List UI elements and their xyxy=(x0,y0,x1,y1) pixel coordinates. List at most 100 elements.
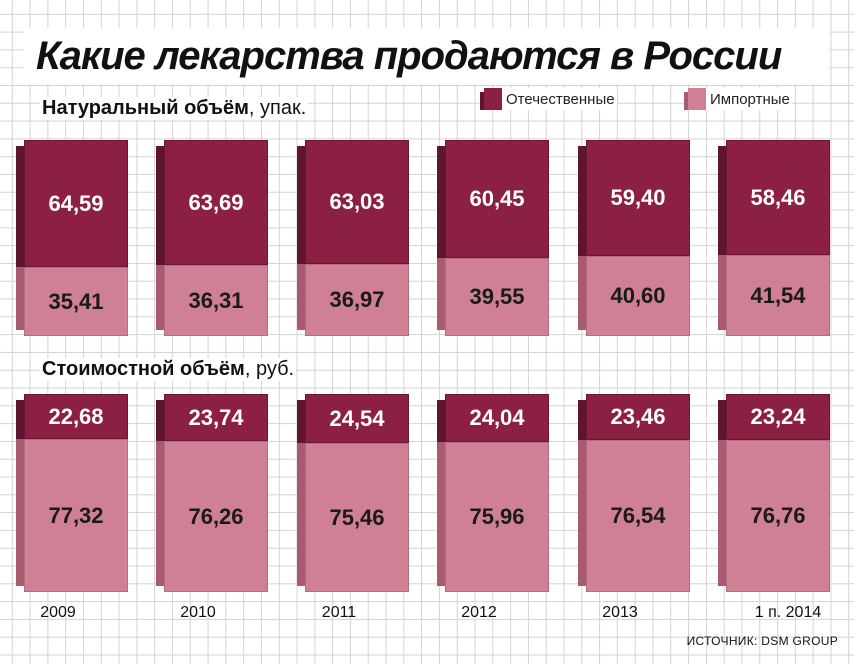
bar-0-4: 59,40 40,60 xyxy=(578,140,690,336)
bar-0-3: 60,45 39,55 xyxy=(437,140,549,336)
bar-side-imported xyxy=(578,256,586,330)
bar-segment-domestic xyxy=(445,394,549,442)
legend-imported-swatch xyxy=(684,88,706,110)
data-label-imported: 36,31 xyxy=(188,287,244,313)
bar-segment-imported xyxy=(726,255,830,336)
bar-side-domestic xyxy=(718,400,726,440)
bar-segment-imported xyxy=(305,264,409,336)
data-label-imported: 36,97 xyxy=(329,287,385,312)
data-label-imported: 76,54 xyxy=(610,503,666,528)
bar-segment-domestic xyxy=(164,140,268,265)
data-label-domestic: 64,59 xyxy=(48,190,104,216)
data-label-imported: 75,46 xyxy=(329,504,385,530)
title-box: Какие лекарства продаются в России xyxy=(24,28,829,84)
bar-segment-domestic xyxy=(726,140,830,255)
bar-side-domestic xyxy=(718,146,726,255)
legend-imported: Импортные xyxy=(684,88,792,110)
section-label-value: Стоимостной объём, руб. xyxy=(40,358,297,381)
bar-segment-imported xyxy=(445,258,549,336)
bar-0-1: 63,69 36,31 xyxy=(156,140,268,336)
bar-segment-domestic xyxy=(586,394,690,440)
bar-side-domestic xyxy=(437,146,445,258)
bar-1-3: 24,04 75,96 xyxy=(437,394,549,592)
bar-segment-imported xyxy=(24,267,128,336)
bar-0-5: 58,46 41,54 xyxy=(718,140,830,336)
bar-segment-domestic xyxy=(726,394,830,440)
data-label-imported: 35,41 xyxy=(48,288,104,314)
bar-segment-imported xyxy=(586,256,690,336)
data-label-domestic: 63,03 xyxy=(329,189,385,214)
bar-1-0: 22,68 77,32 xyxy=(16,394,128,592)
data-label-domestic: 60,45 xyxy=(469,186,525,211)
bar-segment-imported xyxy=(305,443,409,592)
bar-side-domestic xyxy=(578,146,586,256)
bar-0-2: 63,03 36,97 xyxy=(297,140,409,336)
bar-side-imported xyxy=(297,264,305,330)
bar-side-imported xyxy=(156,265,164,330)
bar-segment-imported xyxy=(586,440,690,592)
x-tick-label: 2010 xyxy=(180,604,216,621)
bar-side-imported xyxy=(578,440,586,586)
bar-side-domestic xyxy=(16,146,24,267)
bar-segment-domestic xyxy=(305,140,409,264)
section-label-value-unit: , руб. xyxy=(244,358,295,380)
section-label-volume-unit: , упак. xyxy=(248,97,307,119)
bar-side-domestic xyxy=(437,400,445,442)
bar-segment-imported xyxy=(24,439,128,592)
data-label-domestic: 63,69 xyxy=(188,189,244,215)
section-label-value-bold: Стоимостной объём xyxy=(42,358,245,380)
bar-side-domestic xyxy=(156,146,164,265)
data-label-domestic: 23,74 xyxy=(188,404,244,430)
x-tick-label: 1 п. 2014 xyxy=(754,604,822,621)
bar-side-domestic xyxy=(297,400,305,443)
data-label-imported: 39,55 xyxy=(469,284,525,309)
data-label-domestic: 59,40 xyxy=(610,185,666,210)
data-label-imported: 77,32 xyxy=(48,502,104,528)
x-tick-label: 2013 xyxy=(602,604,638,621)
bar-segment-imported xyxy=(164,441,268,592)
bar-segment-imported xyxy=(726,440,830,592)
bar-side-imported xyxy=(297,443,305,586)
bar-side-domestic xyxy=(297,146,305,264)
data-label-imported: 40,60 xyxy=(610,283,666,308)
legend-domestic-label: Отечественные xyxy=(506,90,615,108)
data-label-imported: 76,76 xyxy=(750,503,806,528)
legend-domestic-swatch xyxy=(480,88,502,110)
x-tick-label: 2012 xyxy=(461,604,497,621)
data-label-domestic: 22,68 xyxy=(48,403,104,429)
bar-segment-domestic xyxy=(586,140,690,256)
bar-side-domestic xyxy=(578,400,586,440)
bar-side-imported xyxy=(437,442,445,586)
source-note: ИСТОЧНИК: DSM GROUP xyxy=(686,634,838,648)
section-label-volume: Натуральный объём, упак. xyxy=(40,97,309,120)
bar-1-4: 23,46 76,54 xyxy=(578,394,690,592)
bar-side-imported xyxy=(718,440,726,586)
bar-side-domestic xyxy=(156,400,164,441)
bar-segment-domestic xyxy=(24,394,128,439)
bar-segment-imported xyxy=(445,442,549,592)
legend-imported-label: Импортные xyxy=(710,90,790,108)
bar-side-imported xyxy=(437,258,445,330)
data-label-imported: 76,26 xyxy=(188,503,244,529)
bar-segment-domestic xyxy=(24,140,128,267)
bar-1-5: 23,24 76,76 xyxy=(718,394,830,592)
bar-side-imported xyxy=(718,255,726,330)
bar-side-imported xyxy=(156,441,164,586)
bar-segment-domestic xyxy=(445,140,549,258)
data-label-domestic: 23,24 xyxy=(750,404,806,429)
data-label-domestic: 58,46 xyxy=(750,184,806,210)
bar-side-imported xyxy=(16,267,24,330)
data-label-imported: 75,96 xyxy=(469,504,525,529)
data-label-imported: 41,54 xyxy=(750,282,806,308)
data-label-domestic: 24,04 xyxy=(469,405,525,430)
bar-1-2: 24,54 75,46 xyxy=(297,394,409,592)
bar-segment-domestic xyxy=(164,394,268,441)
chart-title: Какие лекарства продаются в России xyxy=(36,33,782,78)
section-label-volume-bold: Натуральный объём xyxy=(42,97,249,119)
x-tick-label: 2009 xyxy=(40,604,76,621)
legend-domestic: Отечественные xyxy=(480,88,617,110)
bar-segment-imported xyxy=(164,265,268,336)
data-label-domestic: 24,54 xyxy=(329,405,385,431)
x-tick-label: 2011 xyxy=(321,604,357,621)
bar-side-imported xyxy=(16,439,24,586)
